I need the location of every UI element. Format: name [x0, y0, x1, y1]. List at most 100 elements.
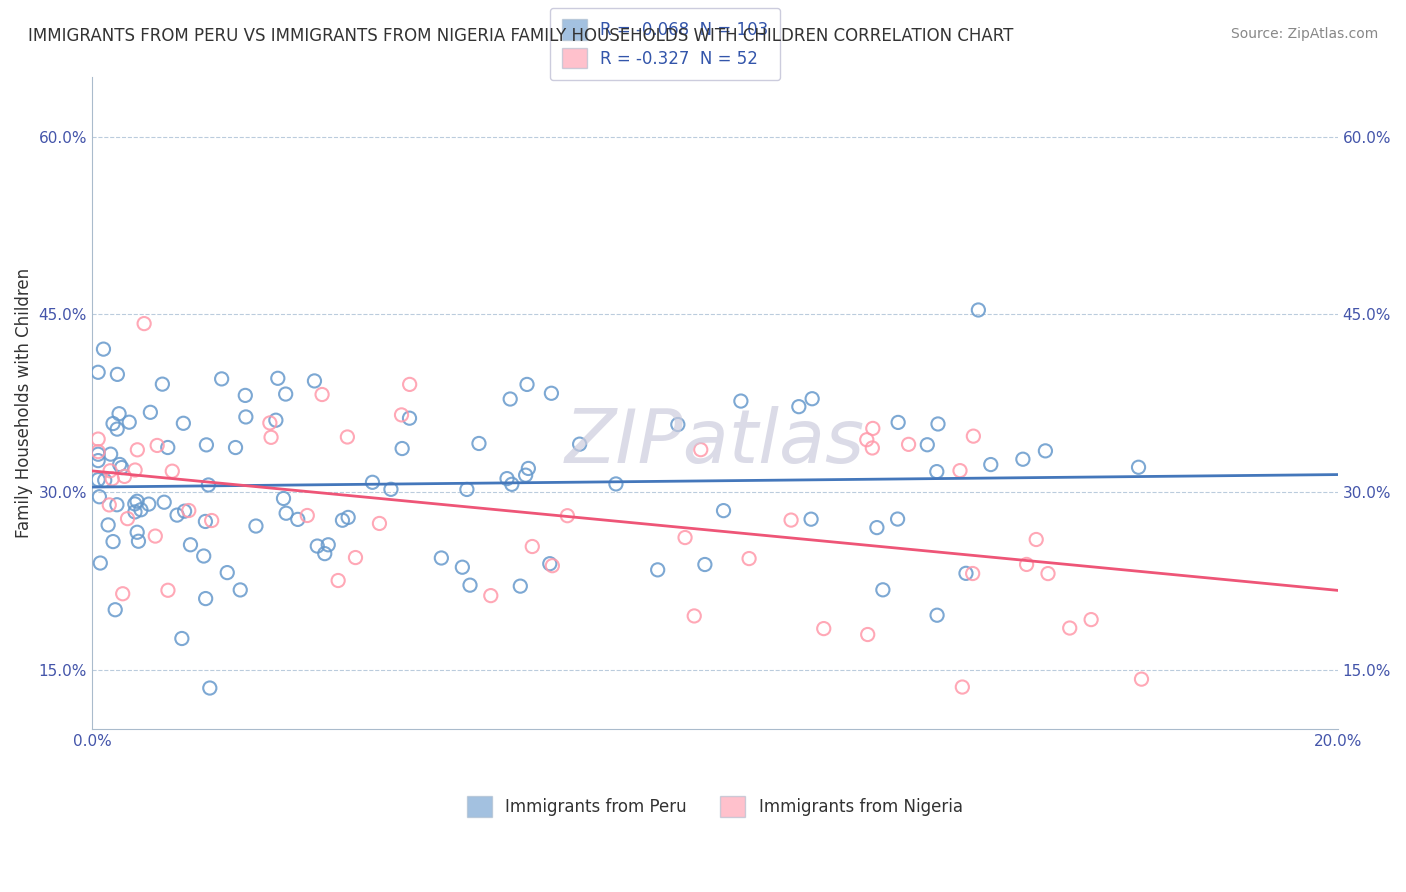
- Point: [967, 303, 990, 318]
- Point: [98, 464, 121, 478]
- Point: [195, 438, 218, 452]
- Point: [380, 483, 402, 497]
- Y-axis label: Family Households with Children: Family Households with Children: [15, 268, 32, 538]
- Point: [194, 515, 217, 529]
- Point: [496, 472, 519, 486]
- Point: [344, 550, 367, 565]
- Point: [693, 558, 716, 572]
- Point: [111, 587, 134, 601]
- Point: [568, 437, 591, 451]
- Point: [872, 582, 894, 597]
- Point: [787, 400, 810, 414]
- Point: [273, 491, 295, 506]
- Point: [118, 415, 141, 429]
- Point: [332, 513, 354, 527]
- Point: [100, 447, 122, 461]
- Point: [104, 603, 127, 617]
- Point: [860, 441, 883, 455]
- Point: [197, 478, 219, 492]
- Point: [949, 464, 972, 478]
- Text: Source: ZipAtlas.com: Source: ZipAtlas.com: [1230, 27, 1378, 41]
- Point: [129, 502, 152, 516]
- Point: [259, 416, 281, 430]
- Point: [177, 503, 200, 517]
- Point: [1036, 566, 1059, 581]
- Point: [127, 525, 149, 540]
- Point: [297, 508, 319, 523]
- Point: [260, 430, 283, 444]
- Point: [245, 519, 267, 533]
- Point: [866, 520, 889, 534]
- Point: [111, 460, 134, 475]
- Point: [117, 511, 139, 525]
- Point: [925, 465, 948, 479]
- Point: [87, 365, 110, 379]
- Point: [738, 551, 761, 566]
- Point: [124, 497, 146, 511]
- Point: [962, 566, 984, 581]
- Point: [314, 547, 336, 561]
- Point: [108, 407, 131, 421]
- Point: [925, 608, 948, 623]
- Point: [1015, 558, 1038, 572]
- Point: [886, 512, 908, 526]
- Point: [361, 475, 384, 490]
- Point: [193, 549, 215, 563]
- Point: [1035, 443, 1057, 458]
- Point: [962, 429, 984, 443]
- Point: [897, 437, 920, 451]
- Point: [93, 473, 115, 487]
- Point: [101, 472, 124, 486]
- Point: [499, 392, 522, 406]
- Point: [398, 377, 420, 392]
- Point: [134, 317, 156, 331]
- Point: [451, 560, 474, 574]
- Point: [108, 458, 131, 472]
- Point: [647, 563, 669, 577]
- Point: [114, 469, 136, 483]
- Point: [522, 540, 544, 554]
- Point: [430, 551, 453, 566]
- Point: [862, 421, 884, 435]
- Point: [730, 394, 752, 409]
- Point: [156, 583, 179, 598]
- Point: [307, 539, 329, 553]
- Point: [101, 534, 124, 549]
- Point: [235, 409, 257, 424]
- Point: [673, 531, 696, 545]
- Point: [267, 371, 290, 385]
- Point: [93, 342, 115, 356]
- Point: [172, 417, 194, 431]
- Point: [274, 387, 297, 401]
- Point: [229, 582, 252, 597]
- Point: [105, 368, 128, 382]
- Point: [800, 512, 823, 526]
- Point: [501, 477, 523, 491]
- Point: [557, 508, 579, 523]
- Point: [391, 408, 413, 422]
- Point: [143, 529, 166, 543]
- Point: [336, 430, 359, 444]
- Point: [127, 534, 149, 549]
- Point: [683, 609, 706, 624]
- Point: [179, 538, 201, 552]
- Point: [813, 622, 835, 636]
- Point: [316, 538, 339, 552]
- Point: [173, 504, 195, 518]
- Point: [458, 578, 481, 592]
- Point: [1025, 533, 1047, 547]
- Point: [917, 438, 939, 452]
- Point: [89, 490, 111, 504]
- Point: [194, 591, 217, 606]
- Point: [201, 514, 224, 528]
- Point: [87, 453, 110, 467]
- Point: [87, 444, 110, 458]
- Point: [801, 392, 824, 406]
- Point: [368, 516, 391, 531]
- Point: [150, 377, 173, 392]
- Point: [456, 483, 478, 497]
- Point: [955, 566, 977, 581]
- Point: [225, 441, 247, 455]
- Text: IMMIGRANTS FROM PERU VS IMMIGRANTS FROM NIGERIA FAMILY HOUSEHOLDS WITH CHILDREN : IMMIGRANTS FROM PERU VS IMMIGRANTS FROM …: [28, 27, 1014, 45]
- Point: [516, 377, 538, 392]
